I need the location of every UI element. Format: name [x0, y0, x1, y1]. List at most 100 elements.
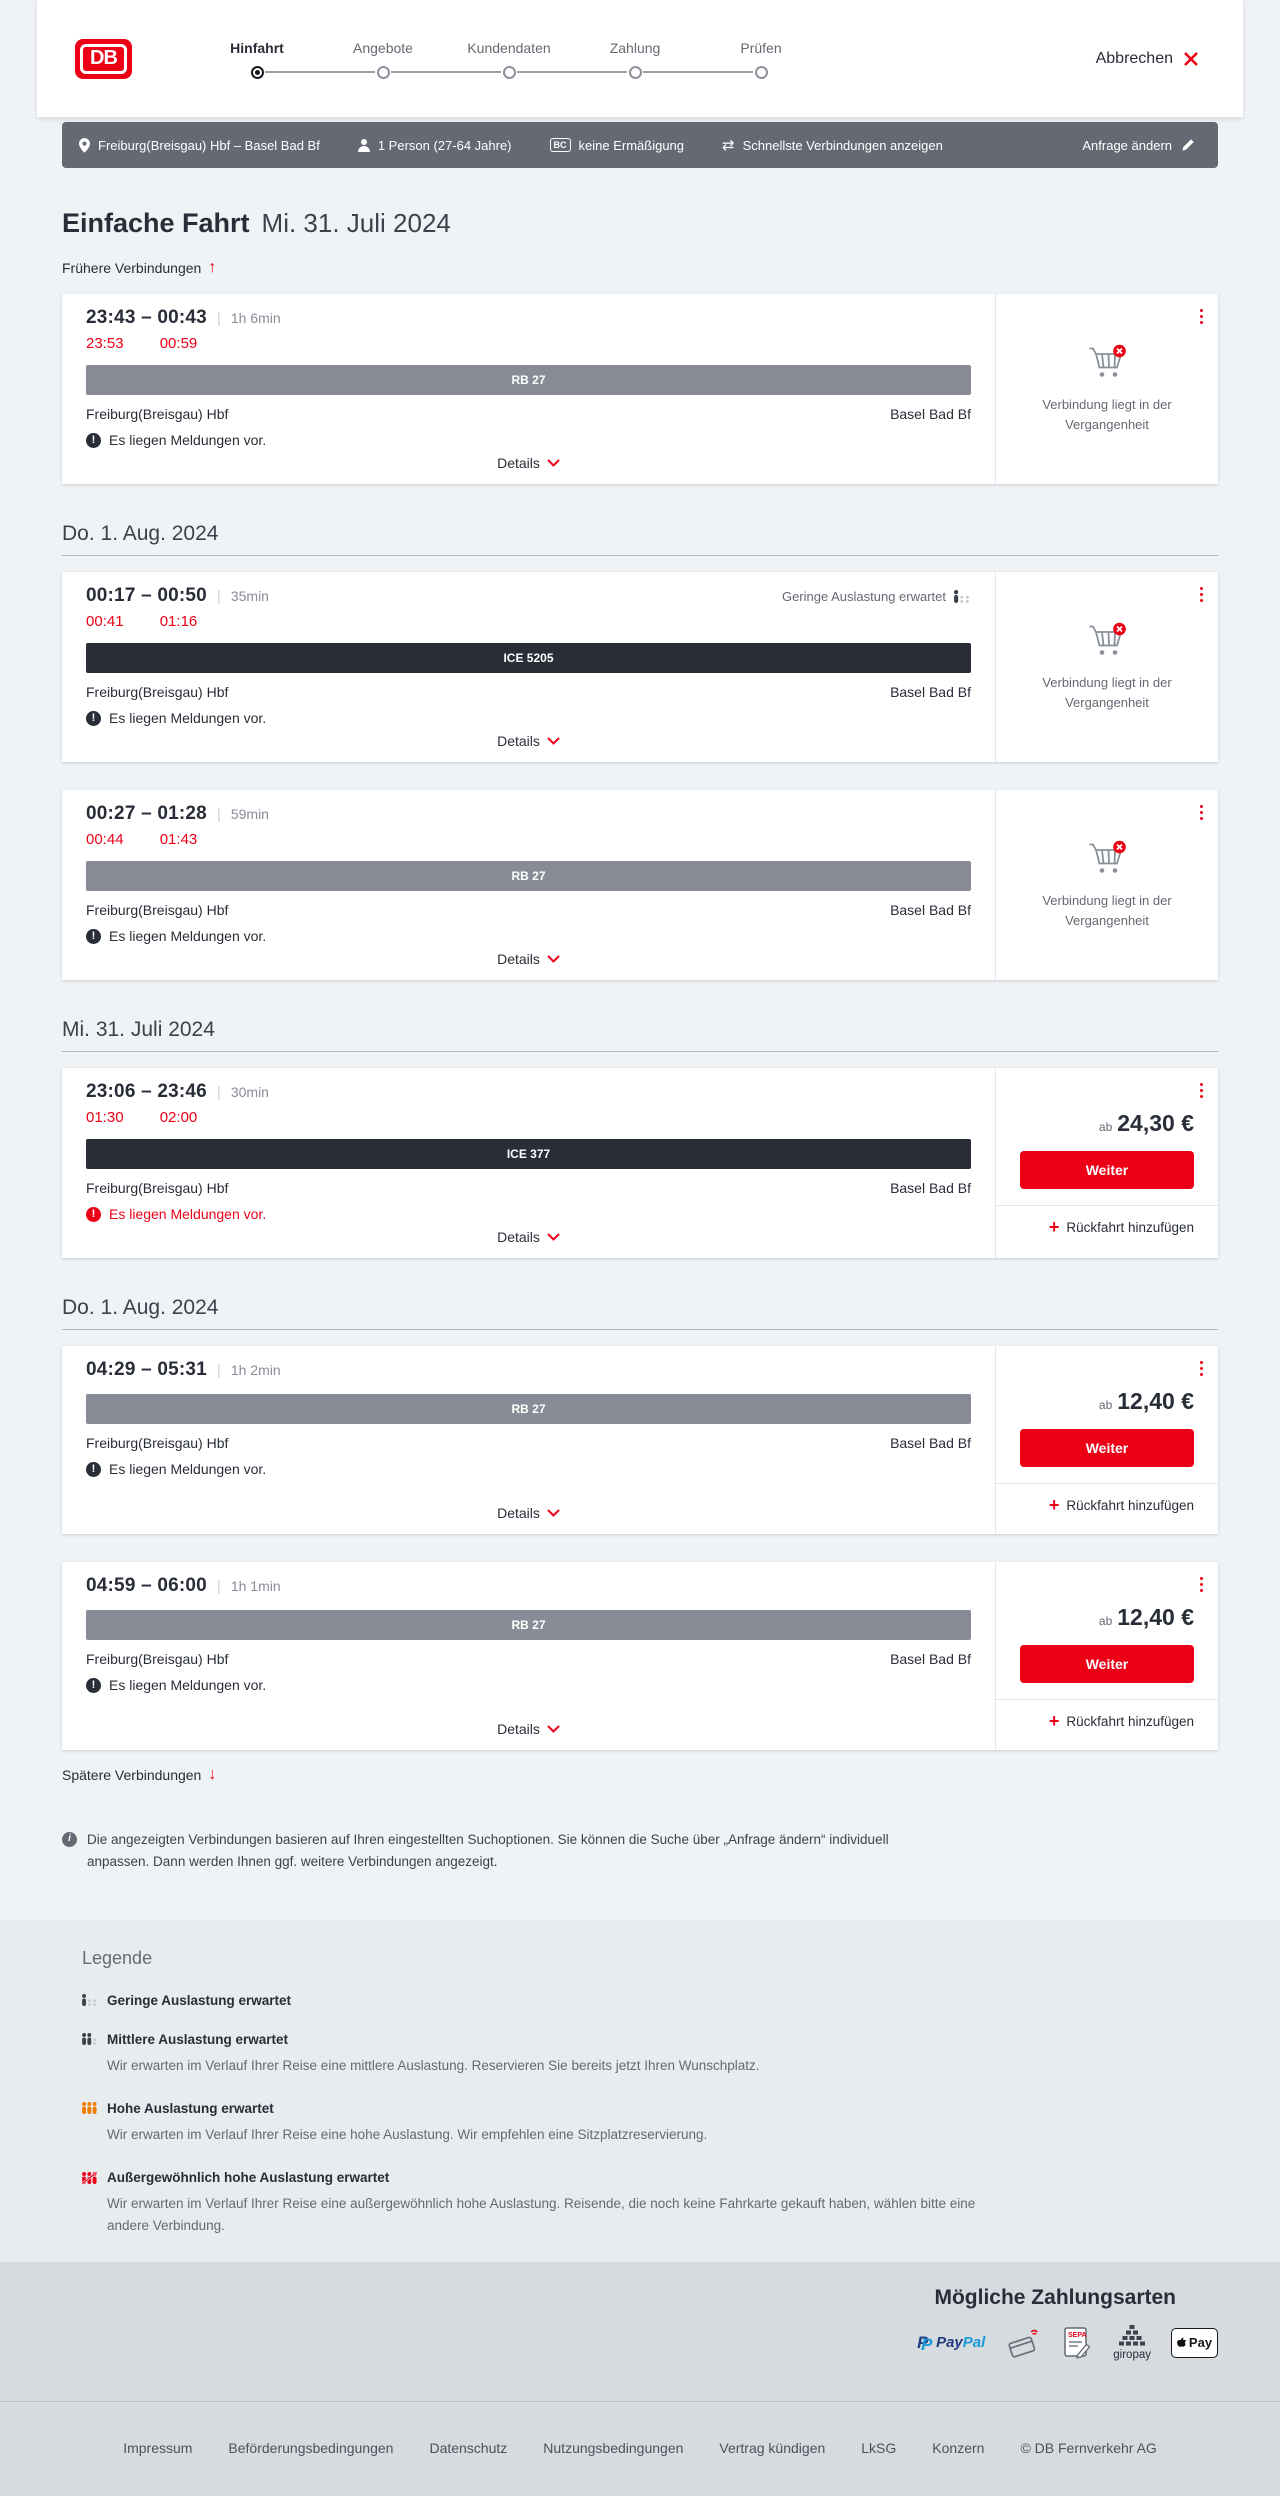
legend-section: Legende Geringe Auslastung erwartet Mitt… — [0, 1919, 1280, 2262]
separator: | — [216, 805, 221, 823]
destination-station: Basel Bad Bf — [890, 406, 971, 422]
legend-heading: Legende — [82, 1947, 153, 1968]
connection-duration: 1h 2min — [230, 1362, 281, 1378]
search-summary-bar: Freiburg(Breisgau) Hbf – Basel Bad Bf 1 … — [62, 122, 1218, 168]
step-dot-icon — [754, 65, 768, 79]
train-label-bar[interactable]: ICE 377 — [86, 1139, 971, 1169]
train-label-bar[interactable]: RB 27 — [86, 1610, 971, 1640]
step-prüfen[interactable]: Prüfen — [698, 39, 824, 79]
cart-unavailable-icon — [1089, 344, 1126, 377]
connection-duration: 35min — [230, 588, 269, 604]
passenger-icon — [357, 138, 370, 152]
train-number: RB 27 — [511, 869, 546, 883]
train-label-bar[interactable]: RB 27 — [86, 365, 971, 395]
train-label-bar[interactable]: RB 27 — [86, 1394, 971, 1424]
train-label-bar[interactable]: RB 27 — [86, 861, 971, 891]
realtime-departure: 00:41 — [86, 613, 124, 630]
svg-text:SEPA: SEPA — [1068, 2332, 1087, 2339]
past-connection-block: Verbindung liegt in der Vergangenheit — [996, 840, 1218, 930]
legend-item: Mittlere Auslastung erwartet Wir erwarte… — [62, 2032, 1218, 2077]
add-return-button[interactable]: + Rückfahrt hinzufügen — [1048, 1495, 1194, 1515]
add-return-button[interactable]: + Rückfahrt hinzufügen — [1048, 1711, 1194, 1731]
connection-card-main: 04:59 – 06:00 | 1h 1min RB 27 Freiburg(B… — [62, 1562, 995, 1750]
origin-station: Freiburg(Breisgau) Hbf — [86, 902, 229, 918]
kebab-menu-button[interactable] — [1196, 302, 1208, 331]
legend-item-title: Hohe Auslastung erwartet — [107, 2100, 274, 2116]
pencil-icon — [1182, 139, 1194, 151]
details-toggle[interactable]: Details — [487, 726, 570, 752]
messages-note-text: Es liegen Meldungen vor. — [109, 1206, 267, 1222]
kebab-menu-button[interactable] — [1196, 798, 1208, 827]
realtime-times: 00:41 01:16 — [86, 613, 971, 630]
step-zahlung[interactable]: Zahlung — [572, 39, 753, 79]
passengers-text: 1 Person (27-64 Jahre) — [377, 137, 512, 153]
weiter-button[interactable]: Weiter — [1020, 1429, 1194, 1467]
footer-link[interactable]: Nutzungsbedingungen — [543, 2439, 684, 2456]
bahncard-icon: BC — [549, 137, 571, 153]
footer-links: Impressum Beförderungsbedingungen Datensch… — [0, 2440, 1280, 2456]
occupancy-medium-icon — [82, 2033, 96, 2046]
connection-times: 23:06 – 23:46 — [86, 1081, 207, 1102]
chevron-down-icon — [547, 737, 560, 745]
plus-icon: + — [1048, 1495, 1060, 1515]
kebab-menu-button[interactable] — [1196, 1354, 1208, 1383]
stations-row: Freiburg(Breisgau) Hbf Basel Bad Bf — [86, 1180, 971, 1196]
details-toggle[interactable]: Details — [487, 1498, 570, 1524]
info-icon: i — [62, 1832, 77, 1847]
details-toggle[interactable]: Details — [487, 944, 570, 970]
later-connections-label: Spätere Verbindungen — [62, 1767, 202, 1783]
realtime-arrival: 01:43 — [159, 831, 198, 848]
kebab-menu-button[interactable] — [1196, 580, 1208, 609]
step-angebote[interactable]: Angebote — [320, 39, 501, 79]
earlier-connections-button[interactable]: Frühere Verbindungen ↑ — [62, 259, 216, 277]
realtime-departure: 23:53 — [86, 335, 124, 352]
section-date-heading: Do. 1. Aug. 2024 — [62, 1296, 219, 1319]
connection-card: 23:06 – 23:46 | 30min 01:30 02:00 ICE 37… — [62, 1068, 1218, 1258]
details-toggle[interactable]: Details — [487, 1714, 570, 1740]
messages-note-text: Es liegen Meldungen vor. — [109, 1677, 267, 1693]
occupancy-low-icon — [82, 1994, 96, 2007]
weiter-button[interactable]: Weiter — [1020, 1645, 1194, 1683]
chevron-down-icon — [547, 1725, 560, 1733]
price-block: ab 24,30 € Weiter — [996, 1068, 1218, 1189]
kebab-menu-button[interactable] — [1196, 1570, 1208, 1599]
step-kundendaten[interactable]: Kundendaten — [446, 39, 627, 79]
later-connections-button[interactable]: Spätere Verbindungen ↓ — [62, 1766, 216, 1784]
messages-note-text: Es liegen Meldungen vor. — [109, 432, 267, 448]
stations-row: Freiburg(Breisgau) Hbf Basel Bad Bf — [86, 1651, 971, 1667]
connection-duration: 1h 1min — [230, 1578, 281, 1594]
connection-card-main: 00:27 – 01:28 | 59min 00:44 01:43 RB 27 — [62, 790, 995, 980]
results-main: Einfache Fahrt Mi. 31. Juli 2024 Frühere… — [62, 208, 1218, 1874]
step-label: Zahlung — [609, 39, 661, 56]
realtime-arrival: 00:59 — [159, 335, 198, 352]
footer-link[interactable]: Datenschutz — [429, 2439, 508, 2456]
footer-link[interactable]: Beförderungsbedingungen — [228, 2439, 394, 2456]
past-connection-note: Verbindung liegt in der Vergangenheit — [1042, 675, 1172, 710]
kebab-menu-button[interactable] — [1196, 1076, 1208, 1105]
train-number: ICE 5205 — [503, 651, 554, 665]
footer-link[interactable]: LkSG — [861, 2439, 897, 2456]
connection-times: 00:27 – 01:28 — [86, 803, 207, 824]
weiter-button[interactable]: Weiter — [1020, 1151, 1194, 1189]
app-header: DB Hinfahrt Angebote Kundendaten Zahlung… — [37, 0, 1243, 117]
cancel-button[interactable]: Abbrechen — [1090, 49, 1205, 69]
connection-side-panel: ab 24,30 € Weiter + Rückfahrt hinzufügen — [995, 1068, 1218, 1258]
edit-search-button[interactable]: Anfrage ändern — [1076, 137, 1201, 154]
add-return-button[interactable]: + Rückfahrt hinzufügen — [1048, 1217, 1194, 1237]
price-value: 12,40 € — [1117, 1388, 1194, 1414]
discount-summary: BC keine Ermäßigung — [549, 137, 684, 153]
step-hinfahrt[interactable]: Hinfahrt — [194, 39, 375, 79]
footer-link[interactable]: Konzern — [932, 2439, 985, 2456]
details-toggle[interactable]: Details — [487, 1222, 570, 1248]
footer-link[interactable]: Impressum — [123, 2439, 193, 2456]
train-label-bar[interactable]: ICE 5205 — [86, 643, 971, 673]
page-title-row: Einfache Fahrt Mi. 31. Juli 2024 — [62, 208, 1218, 239]
destination-station: Basel Bad Bf — [890, 1651, 971, 1667]
realtime-times: 23:53 00:59 — [86, 335, 971, 352]
train-number: RB 27 — [511, 373, 546, 387]
footer-link[interactable]: Vertrag kündigen — [719, 2439, 826, 2456]
train-number: ICE 377 — [506, 1147, 551, 1161]
connection-side-panel: ab 12,40 € Weiter + Rückfahrt hinzufügen — [995, 1346, 1218, 1534]
destination-station: Basel Bad Bf — [890, 902, 971, 918]
details-toggle[interactable]: Details — [487, 448, 570, 474]
